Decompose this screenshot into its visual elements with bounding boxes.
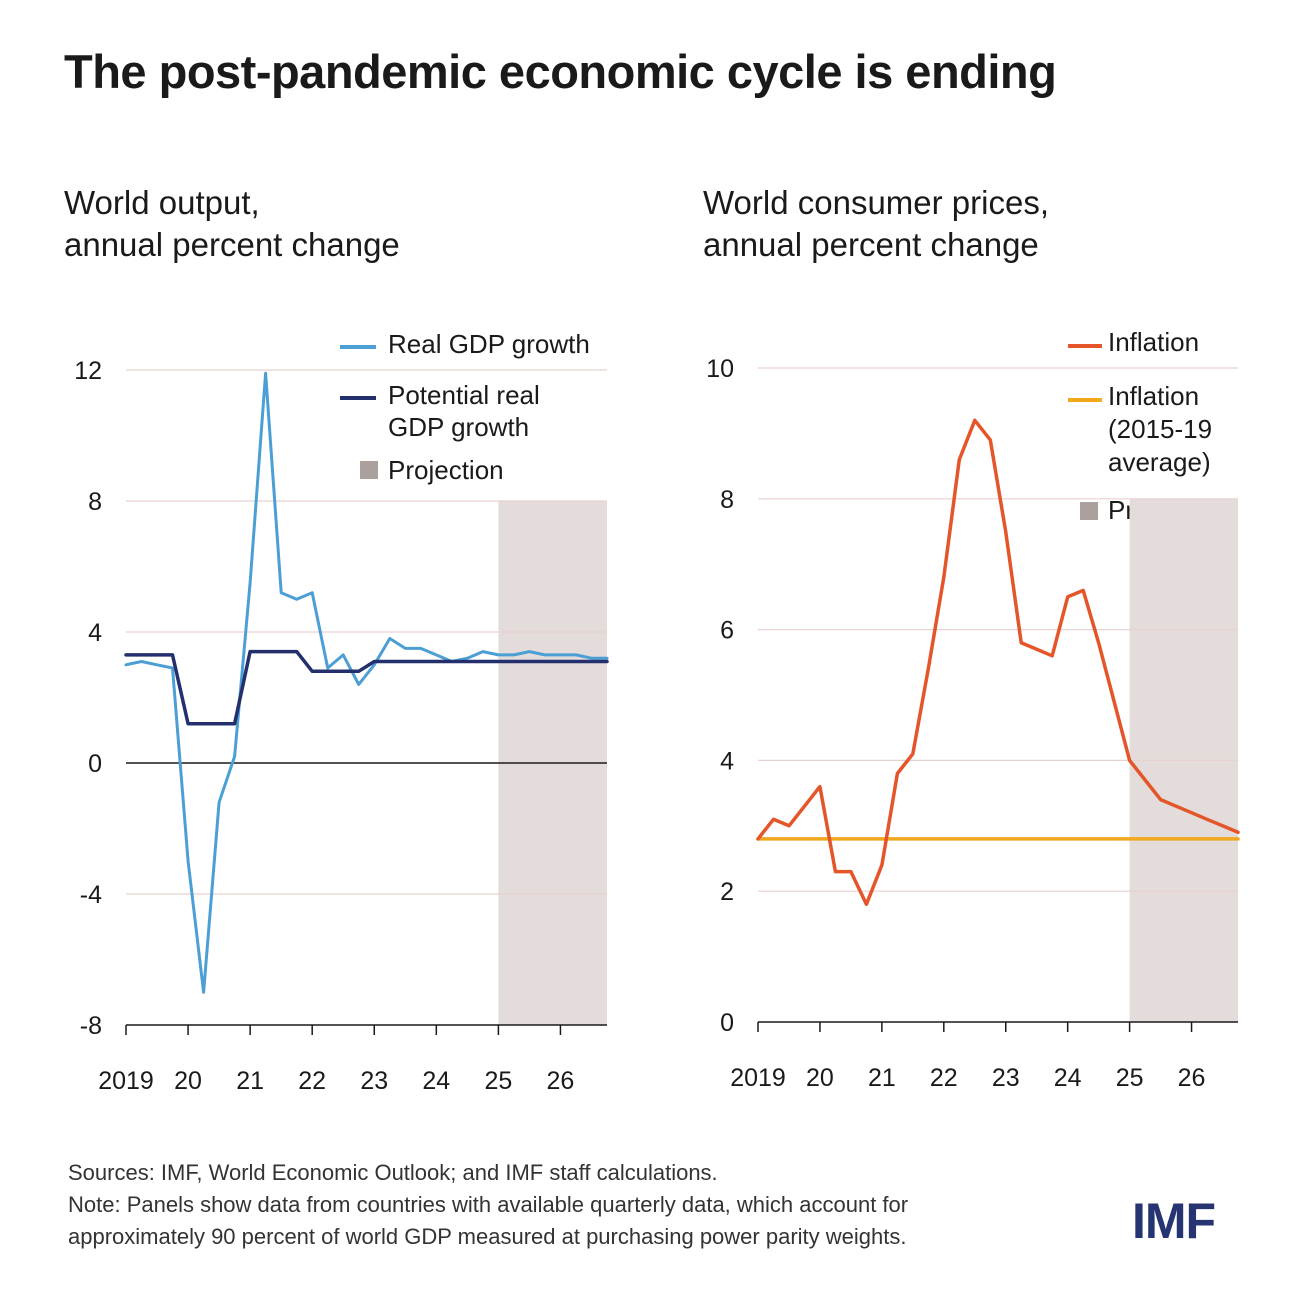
footer-notes: Sources: IMF, World Economic Outlook; an… [68,1157,1088,1253]
right-x-tick-label: 24 [1054,1064,1082,1092]
left-y-tick-label: 8 [88,488,102,516]
right-x-tick-label: 20 [806,1064,834,1092]
legend-projection-label: Projection [388,455,504,485]
left-plot-area: 12 8 4 0 -4 -8 2019 20 21 22 23 24 25 26 [74,357,609,1095]
legend-inflation-avg-label-3: average) [1108,447,1211,477]
right-x-tick-label: 26 [1178,1064,1206,1092]
left-panel-title-line-2: annual percent change [64,226,400,263]
left-panel-title: World output, annual percent change [64,182,400,266]
right-panel-title-line-2: annual percent change [703,226,1039,263]
left-series-potential-real-gdp-growth-line [124,649,609,726]
left-x-tick-label: 25 [484,1067,512,1095]
legend-projection-swatch [360,461,378,479]
imf-logo: IMF [1132,1193,1216,1249]
left-y-tick-label: 12 [74,357,102,385]
left-x-tick-label: 26 [547,1067,575,1095]
footer-note-line-2: approximately 90 percent of world GDP me… [68,1224,907,1249]
right-y-tick-label: 0 [720,1009,734,1037]
right-x-tick-label: 22 [930,1064,958,1092]
legend-potential-gdp-label-2: GDP growth [388,412,529,442]
left-x-tick-label: 24 [422,1067,450,1095]
chart-title: The post-pandemic economic cycle is endi… [64,45,1057,98]
legend-potential-gdp-label-1: Potential real [388,380,540,410]
left-x-tick-label: 2019 [98,1067,154,1095]
legend-inflation-label: Inflation [1108,327,1199,357]
right-y-tick-label: 10 [706,355,734,383]
footer-sources: Sources: IMF, World Economic Outlook; an… [68,1160,718,1185]
left-y-tick-label: -8 [80,1012,102,1040]
right-y-tick-label: 8 [720,486,734,514]
legend-inflation-avg-label-1: Inflation [1108,381,1199,411]
right-x-tick-label: 2019 [730,1064,786,1092]
right-y-tick-label: 4 [720,747,734,775]
right-x-tick-label: 25 [1116,1064,1144,1092]
left-panel-title-line-1: World output, [64,184,260,221]
legend-real-gdp-label: Real GDP growth [388,329,590,359]
legend-inflation-avg-label-2: (2015-19 [1108,414,1212,444]
left-x-tick-label: 22 [298,1067,326,1095]
right-x-tick-label: 23 [992,1064,1020,1092]
footer-note-line-1: Note: Panels show data from countries wi… [68,1192,909,1217]
left-x-tick-label: 23 [360,1067,388,1095]
right-y-tick-label: 2 [720,878,734,906]
left-series-real-gdp-growth-line [124,371,609,994]
right-panel-title: World consumer prices, annual percent ch… [703,182,1049,266]
left-y-tick-label: 4 [88,619,102,647]
left-x-tick-label: 21 [236,1067,264,1095]
right-x-tick-label: 21 [868,1064,896,1092]
left-legend: Real GDP growth Potential real GDP growt… [340,329,590,485]
left-y-tick-label: 0 [88,750,102,778]
legend-projection-swatch [1080,502,1098,520]
right-y-tick-label: 6 [720,617,734,645]
right-panel-title-line-1: World consumer prices, [703,184,1050,221]
left-x-tick-label: 20 [174,1067,202,1095]
right-series-inflation-line [756,418,1240,907]
right-legend: Inflation Inflation (2015-19 average) Pr… [1068,327,1224,525]
left-y-tick-label: -4 [80,881,102,909]
